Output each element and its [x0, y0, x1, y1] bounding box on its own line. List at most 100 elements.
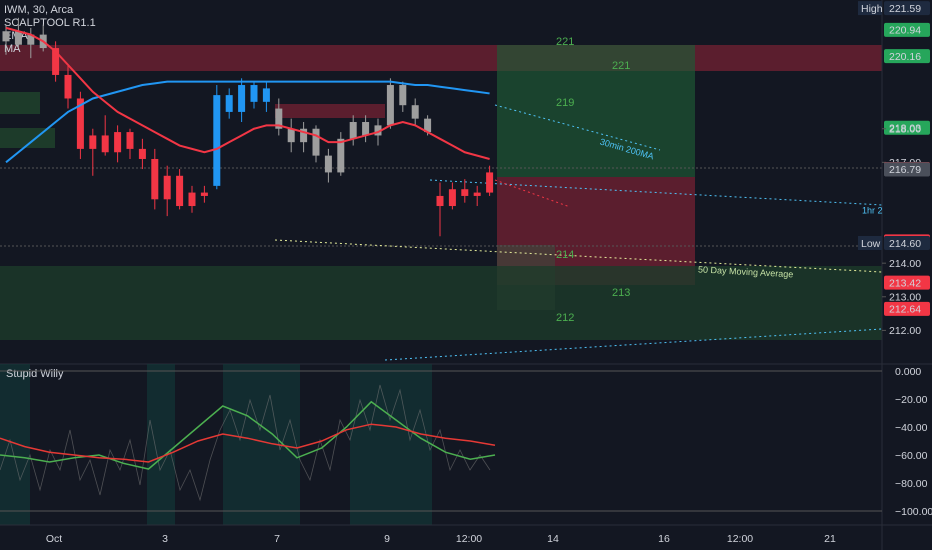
price-tag — [884, 22, 930, 37]
shade — [0, 364, 30, 525]
zone-label: 221 — [556, 36, 574, 48]
candle-body — [225, 95, 233, 112]
candle-body — [275, 108, 283, 129]
ma-line — [5, 80, 490, 164]
osc-line — [0, 423, 496, 463]
price-label: 216.79 — [889, 164, 921, 176]
candle-body — [52, 48, 60, 75]
time-label: 12:00 — [456, 533, 482, 545]
price-label: 214.60 — [889, 238, 921, 250]
candle-body — [114, 132, 122, 153]
candle-body — [138, 148, 146, 159]
indicator: MA — [4, 43, 21, 55]
tag-label: Low — [861, 238, 881, 250]
candle-body — [163, 175, 171, 200]
tag-box — [858, 236, 882, 251]
candle-body — [399, 85, 407, 106]
candle-body — [213, 95, 221, 186]
raw-line — [0, 384, 491, 502]
tag-label: High — [861, 3, 883, 15]
candle-body — [176, 175, 184, 207]
shade — [147, 364, 175, 525]
oscillator-title: Stupid Willy — [6, 368, 64, 380]
trendline — [274, 239, 883, 273]
time-label: Oct — [46, 533, 62, 545]
ema-line — [5, 26, 490, 160]
price-tag — [884, 120, 930, 135]
zone-label: 219 — [556, 97, 574, 109]
candle-body — [424, 118, 432, 133]
osc-tick-label: −60.00 — [895, 450, 928, 462]
target-zone — [497, 45, 695, 177]
osc-tick-label: −20.00 — [895, 394, 928, 406]
price-tag — [884, 162, 930, 177]
time-label: 3 — [162, 533, 168, 545]
osc-tick-label: −100.00 — [895, 506, 932, 518]
zone-label: 221 — [612, 60, 630, 72]
candle-body — [349, 122, 357, 139]
time-label: 7 — [274, 533, 280, 545]
price-label: 212.64 — [889, 304, 921, 316]
indicator: SCALPTOOL R1.1 — [4, 17, 96, 29]
osc-tick-label: −80.00 — [895, 478, 928, 490]
candle-body — [250, 85, 258, 102]
candle-body — [76, 98, 84, 149]
candle-body — [2, 31, 10, 42]
demand-zone — [0, 266, 882, 340]
zone — [0, 92, 40, 114]
candle-body — [200, 192, 208, 196]
candle-body — [14, 31, 22, 45]
time-label: 21 — [824, 533, 836, 545]
candle-body — [89, 135, 97, 149]
price-label: 213.42 — [889, 277, 921, 289]
candle-body — [461, 189, 469, 196]
candle-body — [362, 122, 370, 136]
supply-zone — [0, 45, 882, 71]
trendline — [494, 104, 661, 151]
candle-body — [151, 158, 159, 200]
price-label: 212.00 — [889, 325, 921, 337]
osc-tick-label: 0.000 — [895, 366, 921, 378]
time-label: 9 — [384, 533, 390, 545]
line-label: 1hr 2 — [862, 205, 883, 215]
time-label: 12:00 — [727, 533, 753, 545]
tag-box — [858, 1, 882, 16]
candle-body — [473, 192, 481, 196]
time-label: 14 — [547, 533, 559, 545]
trendline — [494, 179, 571, 208]
price-label: 220.94 — [889, 25, 921, 37]
candle-body — [300, 128, 308, 143]
symbol: IWM, 30, Arca — [4, 4, 74, 16]
candle-body — [287, 128, 295, 143]
candle-body — [324, 155, 332, 173]
candle-body — [374, 125, 382, 136]
line-label: 50 Day Moving Average — [698, 264, 794, 279]
price-label: 213.00 — [889, 292, 921, 304]
zone-label: 213 — [612, 287, 630, 299]
price-label: 221.59 — [889, 3, 921, 15]
price-label: 218.03 — [889, 123, 921, 135]
candle-body — [188, 192, 196, 207]
price-tag — [884, 1, 930, 16]
candle-body — [312, 128, 320, 156]
zone-label: 212 — [556, 312, 574, 324]
candle-body — [27, 34, 35, 45]
candle-body — [386, 85, 394, 126]
price-label: 220.16 — [889, 51, 921, 63]
price-tag — [884, 236, 930, 251]
price-tag — [884, 301, 930, 316]
price-tag — [884, 275, 930, 290]
candle-body — [411, 105, 419, 119]
candle-body — [436, 195, 444, 207]
price-label: 214.00 — [889, 258, 921, 270]
time-label: 16 — [658, 533, 670, 545]
candle-body — [126, 132, 134, 149]
price-label: 218.00 — [889, 124, 921, 136]
shade — [223, 364, 300, 525]
candle-body — [238, 85, 246, 112]
candle-body — [337, 138, 345, 173]
candle-body — [486, 172, 494, 193]
zone-label: 214 — [556, 249, 574, 261]
